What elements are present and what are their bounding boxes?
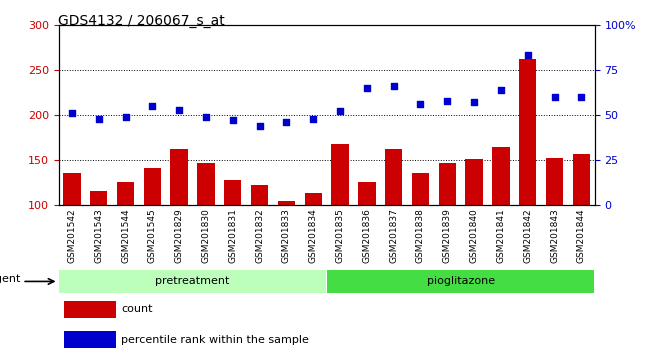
Point — [549, 94, 560, 100]
Text: pioglitazone: pioglitazone — [426, 276, 495, 286]
Text: GSM201844: GSM201844 — [577, 209, 586, 263]
Point — [576, 94, 586, 100]
Point — [174, 107, 185, 113]
Text: GSM201833: GSM201833 — [282, 209, 291, 263]
Bar — [117, 182, 135, 205]
Bar — [304, 193, 322, 205]
Text: GSM201841: GSM201841 — [497, 209, 506, 263]
Bar — [170, 149, 188, 205]
Point — [415, 101, 426, 107]
Text: pretreatment: pretreatment — [155, 276, 229, 286]
Bar — [251, 185, 268, 205]
Bar — [492, 147, 510, 205]
Bar — [358, 182, 376, 205]
Point — [361, 85, 372, 91]
Point — [120, 114, 131, 120]
Point — [67, 110, 77, 116]
Text: GSM201545: GSM201545 — [148, 209, 157, 263]
Text: GSM201835: GSM201835 — [335, 209, 345, 263]
Point — [201, 114, 211, 120]
Bar — [519, 59, 536, 205]
Text: GSM201831: GSM201831 — [228, 209, 237, 263]
Bar — [465, 159, 483, 205]
Text: agent: agent — [0, 274, 20, 284]
Bar — [90, 191, 107, 205]
Bar — [278, 201, 295, 205]
Point — [335, 109, 345, 114]
Point — [308, 116, 318, 121]
Text: GSM201832: GSM201832 — [255, 209, 264, 263]
Bar — [64, 301, 116, 318]
Text: GSM201834: GSM201834 — [309, 209, 318, 263]
Point — [94, 116, 104, 121]
Point — [469, 99, 479, 105]
Bar — [63, 173, 81, 205]
Bar — [197, 163, 214, 205]
Text: GSM201838: GSM201838 — [416, 209, 425, 263]
Text: GSM201837: GSM201837 — [389, 209, 398, 263]
Text: GSM201842: GSM201842 — [523, 209, 532, 263]
Point — [227, 118, 238, 123]
Text: GSM201829: GSM201829 — [175, 209, 184, 263]
Point — [281, 119, 292, 125]
Text: GSM201836: GSM201836 — [362, 209, 371, 263]
Bar — [224, 180, 242, 205]
Bar — [385, 149, 402, 205]
Bar — [439, 163, 456, 205]
Point — [523, 53, 533, 58]
Point — [442, 98, 452, 103]
Bar — [58, 270, 326, 292]
Text: GSM201843: GSM201843 — [550, 209, 559, 263]
Bar — [327, 270, 594, 292]
Text: count: count — [121, 304, 153, 314]
Bar — [411, 173, 429, 205]
Text: GSM201544: GSM201544 — [121, 209, 130, 263]
Text: GSM201543: GSM201543 — [94, 209, 103, 263]
Bar — [64, 331, 116, 348]
Text: GDS4132 / 206067_s_at: GDS4132 / 206067_s_at — [58, 14, 226, 28]
Bar — [332, 144, 349, 205]
Bar — [573, 154, 590, 205]
Text: GSM201830: GSM201830 — [202, 209, 211, 263]
Text: GSM201840: GSM201840 — [469, 209, 478, 263]
Text: GSM201839: GSM201839 — [443, 209, 452, 263]
Point — [496, 87, 506, 93]
Text: percentile rank within the sample: percentile rank within the sample — [121, 335, 309, 344]
Point — [389, 83, 399, 89]
Bar — [144, 168, 161, 205]
Text: GSM201542: GSM201542 — [68, 209, 77, 263]
Bar — [546, 158, 564, 205]
Point — [147, 103, 157, 109]
Point — [254, 123, 265, 129]
